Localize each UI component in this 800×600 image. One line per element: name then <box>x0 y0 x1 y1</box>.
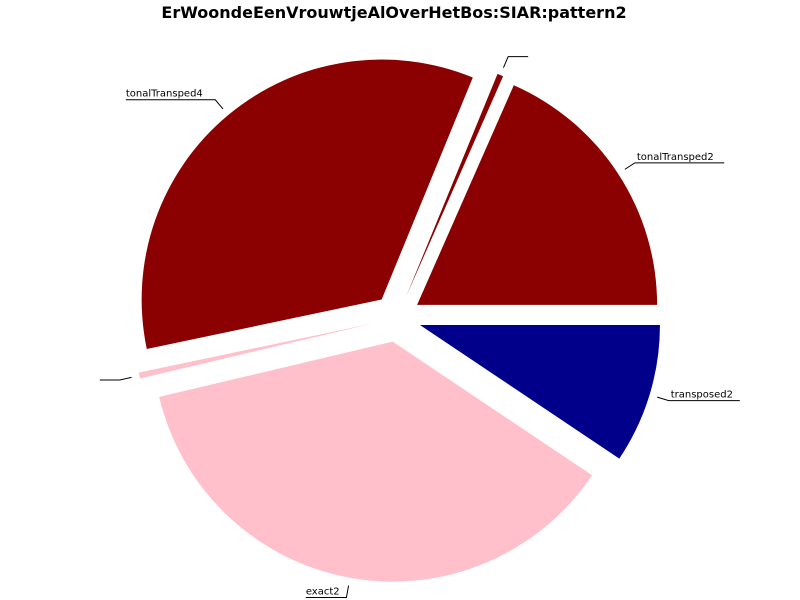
slice-label: transposed2 <box>671 390 733 401</box>
slice-label: tonalTransped4 <box>126 89 203 100</box>
pie-slice-exact2 <box>159 341 593 582</box>
leader-line <box>502 56 529 68</box>
pie-slice-3 <box>138 323 374 379</box>
slice-label: tonalTransped2 <box>637 152 714 163</box>
leader-line <box>125 99 224 110</box>
leader-line <box>657 396 740 402</box>
chart-title: ErWoondeEenVrouwtjeAlOverHetBos:SIAR:pat… <box>161 3 626 22</box>
slice-label: exact2 <box>306 586 340 597</box>
pie-slice-tonalTransped4 <box>141 59 473 349</box>
leader-line <box>624 162 725 170</box>
pie-slice-1 <box>406 73 504 296</box>
leader-line <box>99 376 132 381</box>
pie-slice-transposed2 <box>419 324 660 459</box>
pie-slice-tonalTransped2 <box>417 85 658 305</box>
leader-line <box>305 585 350 598</box>
